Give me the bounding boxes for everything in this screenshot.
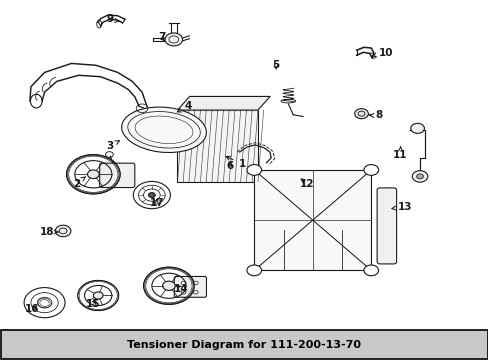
Text: 1: 1 <box>225 156 245 169</box>
Circle shape <box>410 123 424 134</box>
Text: 18: 18 <box>40 227 58 237</box>
Text: 8: 8 <box>368 111 382 121</box>
Circle shape <box>87 170 99 179</box>
Text: 3: 3 <box>106 141 119 151</box>
FancyBboxPatch shape <box>376 188 396 264</box>
Circle shape <box>363 165 378 175</box>
FancyBboxPatch shape <box>100 163 135 188</box>
Circle shape <box>148 193 155 198</box>
Circle shape <box>162 281 175 291</box>
FancyBboxPatch shape <box>174 276 206 297</box>
Ellipse shape <box>122 107 206 153</box>
Circle shape <box>354 109 367 119</box>
Circle shape <box>363 265 378 276</box>
Text: 9: 9 <box>106 14 119 24</box>
Polygon shape <box>177 96 269 110</box>
Circle shape <box>55 225 71 237</box>
Text: 11: 11 <box>392 147 407 160</box>
Text: 12: 12 <box>299 179 313 189</box>
Text: Tensioner Diagram for 111-200-13-70: Tensioner Diagram for 111-200-13-70 <box>127 339 361 350</box>
Circle shape <box>411 171 427 182</box>
FancyBboxPatch shape <box>0 330 488 359</box>
Text: 5: 5 <box>272 60 279 70</box>
Circle shape <box>246 265 261 276</box>
Text: 6: 6 <box>226 161 233 171</box>
Text: 10: 10 <box>372 48 392 58</box>
Circle shape <box>416 174 423 179</box>
Text: 15: 15 <box>86 299 101 309</box>
Text: 17: 17 <box>149 198 163 208</box>
Bar <box>254 170 370 270</box>
Text: 7: 7 <box>158 32 165 42</box>
Text: 4: 4 <box>177 102 192 112</box>
Bar <box>177 110 257 182</box>
Text: 13: 13 <box>391 202 412 212</box>
Text: 14: 14 <box>173 284 188 294</box>
Circle shape <box>93 292 103 299</box>
Text: 2: 2 <box>73 177 85 189</box>
Circle shape <box>246 165 261 175</box>
Circle shape <box>164 33 182 46</box>
Text: 16: 16 <box>25 304 40 314</box>
